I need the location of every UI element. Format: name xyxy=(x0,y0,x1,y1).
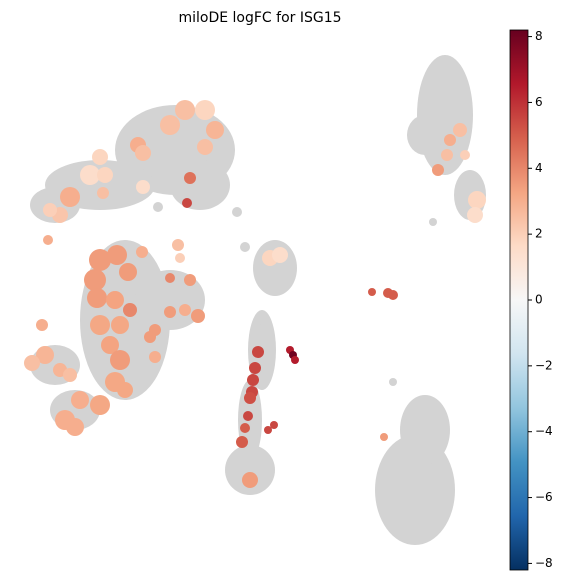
point xyxy=(43,203,57,217)
colorbar-tick-label: 2 xyxy=(535,227,543,241)
point xyxy=(206,121,224,139)
point xyxy=(36,346,54,364)
point xyxy=(90,395,110,415)
point xyxy=(111,316,129,334)
colorbar-tick-label: 6 xyxy=(535,95,543,109)
point xyxy=(24,355,40,371)
point xyxy=(243,411,253,421)
point xyxy=(90,315,110,335)
point xyxy=(165,273,175,283)
colorbar xyxy=(509,29,529,571)
colorbar-tick-label: −2 xyxy=(535,358,553,372)
colorbar-tick-label: 4 xyxy=(535,161,543,175)
point xyxy=(244,392,256,404)
point xyxy=(175,100,195,120)
point xyxy=(92,149,108,165)
colorbar-tick-label: −6 xyxy=(535,490,553,504)
point xyxy=(119,263,137,281)
point xyxy=(249,362,261,374)
point xyxy=(191,309,205,323)
point xyxy=(71,391,89,409)
point xyxy=(184,274,196,286)
point xyxy=(101,336,119,354)
point xyxy=(80,165,100,185)
point xyxy=(107,245,127,265)
point xyxy=(97,187,109,199)
colorbar-tick-label: 8 xyxy=(535,29,543,43)
point xyxy=(270,421,278,429)
point xyxy=(97,167,113,183)
point xyxy=(444,134,456,146)
point xyxy=(106,291,124,309)
point xyxy=(160,115,180,135)
point xyxy=(388,290,398,300)
point xyxy=(453,123,467,137)
point xyxy=(380,433,388,441)
point xyxy=(179,304,191,316)
point xyxy=(247,374,259,386)
point xyxy=(136,180,150,194)
point xyxy=(89,249,111,271)
point xyxy=(252,346,264,358)
point xyxy=(144,331,156,343)
point xyxy=(87,288,107,308)
point xyxy=(164,306,176,318)
point xyxy=(240,423,250,433)
point xyxy=(123,303,137,317)
point xyxy=(441,149,453,161)
colorbar-tick-label: −4 xyxy=(535,424,553,438)
point xyxy=(63,368,77,382)
colorbar-tick-label: −8 xyxy=(535,556,553,570)
point xyxy=(291,356,299,364)
point xyxy=(60,187,80,207)
point xyxy=(117,382,133,398)
point xyxy=(182,198,192,208)
point xyxy=(432,164,444,176)
point xyxy=(84,269,106,291)
point xyxy=(236,436,248,448)
point xyxy=(110,350,130,370)
point xyxy=(197,139,213,155)
point xyxy=(66,418,84,436)
point xyxy=(136,246,148,258)
point xyxy=(135,145,151,161)
point xyxy=(43,235,53,245)
point xyxy=(172,239,184,251)
colorbar-tick-label: 0 xyxy=(535,293,543,307)
point xyxy=(264,426,272,434)
point xyxy=(272,247,288,263)
point xyxy=(368,288,376,296)
point xyxy=(36,319,48,331)
point xyxy=(460,150,470,160)
point xyxy=(242,472,258,488)
point xyxy=(184,172,196,184)
point xyxy=(149,351,161,363)
chart-title: miloDE logFC for ISG15 xyxy=(178,10,341,26)
point xyxy=(175,253,185,263)
point xyxy=(195,100,215,120)
point xyxy=(467,207,483,223)
point xyxy=(468,191,486,209)
